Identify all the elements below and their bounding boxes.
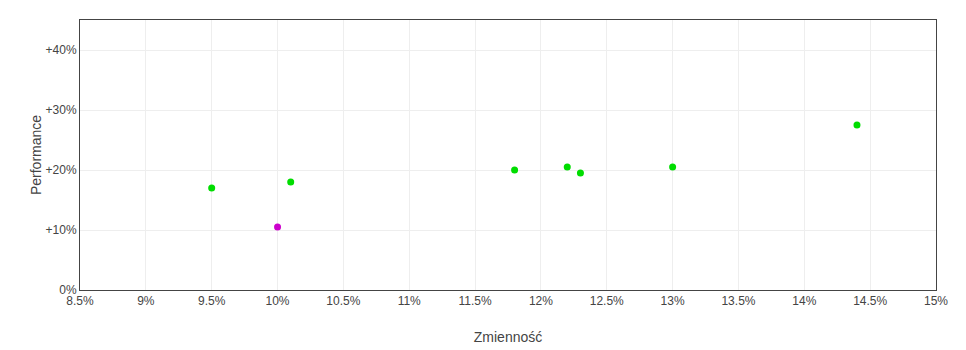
svg-text:13%: 13% — [661, 294, 685, 308]
svg-text:10.5%: 10.5% — [326, 294, 360, 308]
svg-text:12%: 12% — [529, 294, 553, 308]
svg-text:+10%: +10% — [46, 223, 77, 237]
svg-text:0%: 0% — [59, 283, 77, 297]
svg-text:+20%: +20% — [46, 163, 77, 177]
svg-text:+40%: +40% — [46, 43, 77, 57]
svg-text:14%: 14% — [792, 294, 816, 308]
svg-text:15%: 15% — [924, 294, 948, 308]
svg-text:14.5%: 14.5% — [853, 294, 887, 308]
svg-text:9.5%: 9.5% — [198, 294, 226, 308]
svg-text:11%: 11% — [398, 294, 421, 308]
svg-text:9%: 9% — [137, 294, 155, 308]
svg-text:Zmienność: Zmienność — [474, 329, 542, 345]
svg-text:11.5%: 11.5% — [459, 294, 492, 308]
svg-text:8.5%: 8.5% — [66, 294, 94, 308]
svg-text:10%: 10% — [266, 294, 290, 308]
svg-text:+30%: +30% — [46, 103, 77, 117]
svg-text:Performance: Performance — [28, 115, 44, 195]
svg-text:13.5%: 13.5% — [721, 294, 755, 308]
svg-text:12.5%: 12.5% — [590, 294, 624, 308]
